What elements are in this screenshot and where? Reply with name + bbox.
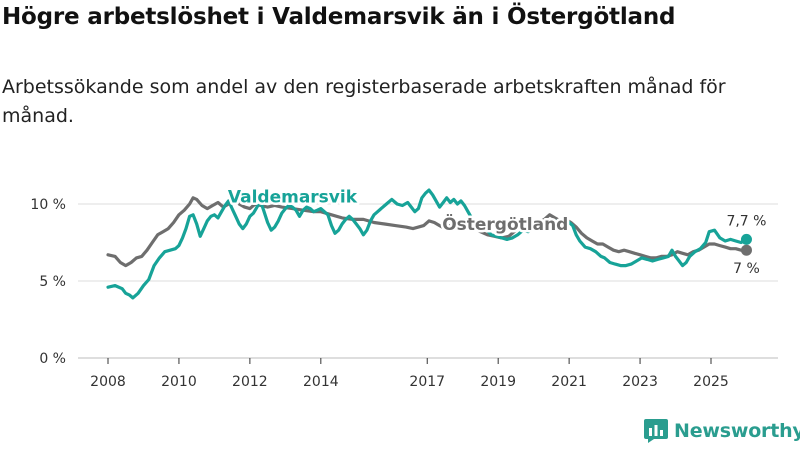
newsworthy-logo-icon: [644, 419, 668, 443]
x-tick-label: 2012: [232, 374, 268, 390]
brand-name: Newsworthy: [674, 420, 800, 442]
end-value-label: 7 %: [733, 261, 760, 277]
end-value-label: 7,7 %: [726, 213, 766, 229]
x-tick-label: 2023: [622, 374, 658, 390]
x-tick-label: 2010: [161, 374, 197, 390]
series-name-label: Valdemarsvik: [228, 187, 358, 207]
series-line-valdemarsvik: [106, 188, 749, 300]
x-tick-label: 2019: [480, 374, 516, 390]
label-layer: 7,7 % 7 % Valdemarsvik Östergötland: [225, 185, 768, 279]
x-tick-label: 2014: [303, 374, 339, 390]
series-end-marker: [740, 233, 752, 245]
page-subtitle: Arbetssökande som andel av den registerb…: [2, 76, 726, 127]
y-tick-label: 5 %: [39, 274, 66, 290]
series-end-marker: [740, 244, 752, 256]
series-line-stergtland: [106, 196, 749, 268]
grid-layer: 0 % 5 % 10 %: [30, 197, 778, 367]
x-tick-label: 2021: [551, 374, 587, 390]
page-title: Högre arbetslöshet i Valdemarsvik än i Ö…: [2, 4, 676, 30]
x-tick-label: 2017: [409, 374, 445, 390]
y-tick-label: 10 %: [30, 197, 66, 213]
newsworthy-logo: Newsworthy: [644, 419, 800, 443]
x-tick-label: 2008: [90, 374, 126, 390]
axis-layer: 2008 2010 2012 2014 2017 2019 2021 2023 2025: [90, 358, 729, 390]
series-layer: [106, 188, 752, 300]
series-name-label: Östergötland: [442, 213, 568, 235]
y-tick-label: 0 %: [39, 351, 66, 367]
x-tick-label: 2025: [693, 374, 729, 390]
